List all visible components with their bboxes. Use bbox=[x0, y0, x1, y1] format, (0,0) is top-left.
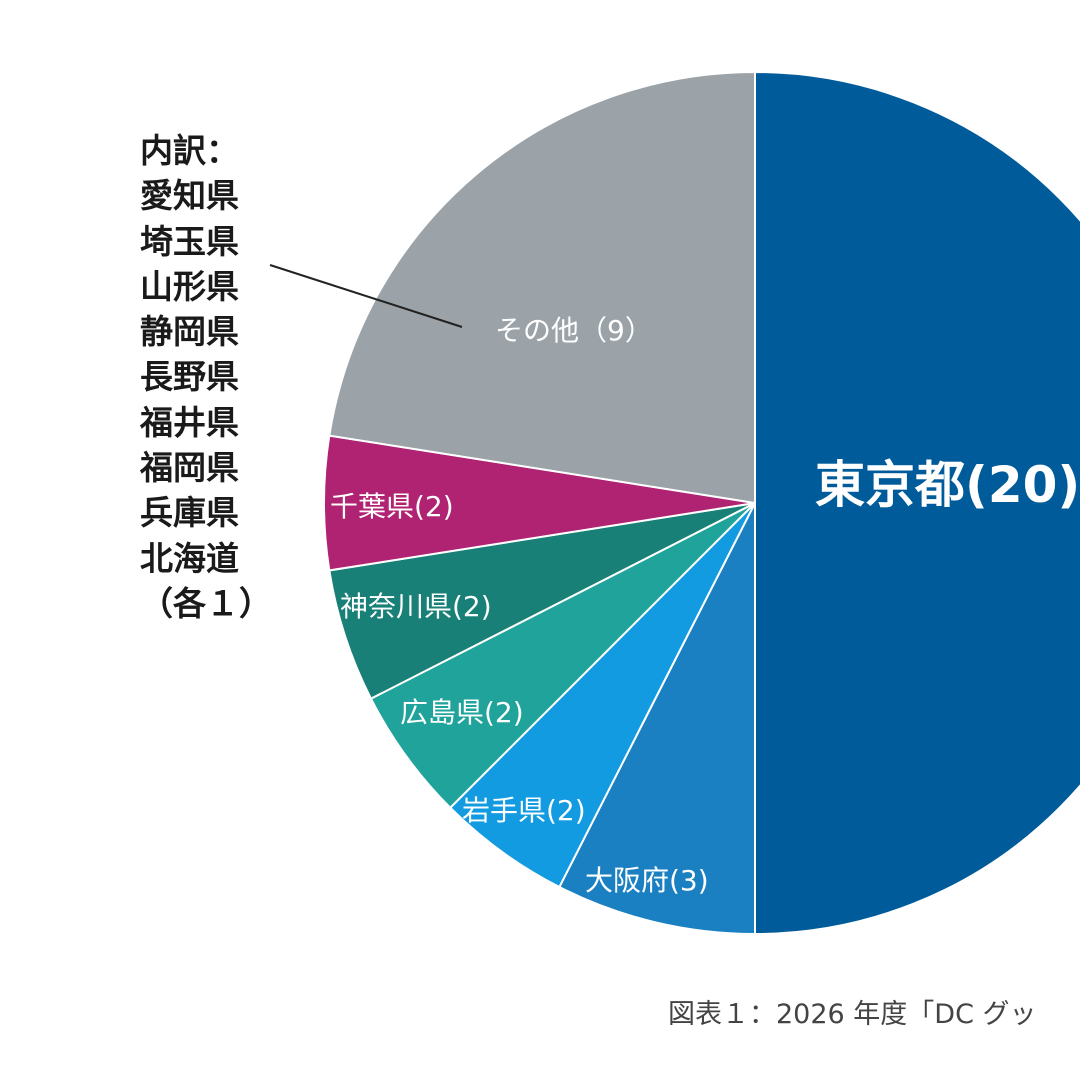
slice-label: 大阪府(3) bbox=[585, 864, 709, 897]
breakdown-item: 愛知県 bbox=[140, 176, 239, 216]
breakdown-note: （各１） bbox=[140, 583, 272, 623]
leader-line bbox=[269, 264, 463, 328]
breakdown-item: 静岡県 bbox=[140, 312, 239, 352]
breakdown-item: 山形県 bbox=[140, 266, 239, 306]
slice-label: その他（9） bbox=[495, 314, 653, 347]
breakdown-item: 埼玉県 bbox=[140, 221, 239, 261]
breakdown-item: 福井県 bbox=[140, 402, 239, 442]
pie-slice bbox=[557, 502, 756, 936]
breakdown-title: 内訳： bbox=[140, 131, 239, 170]
pie-slice bbox=[328, 70, 756, 505]
slice-label: 千葉県(2) bbox=[330, 490, 454, 523]
slice-label: 神奈川県(2) bbox=[340, 590, 492, 623]
slice-label: 広島県(2) bbox=[400, 696, 524, 729]
breakdown-item: 福岡県 bbox=[140, 448, 239, 488]
breakdown-item: 長野県 bbox=[140, 357, 239, 397]
slice-label: 東京都(20) bbox=[815, 456, 1080, 514]
figure-caption: 図表１：2026 年度「DC グッ bbox=[668, 999, 1037, 1030]
breakdown-list: 内訳： 愛知県 埼玉県 山形県 静岡県 長野県 福井県 福岡県 兵庫県 北海道 … bbox=[140, 128, 272, 626]
slice-label: 岩手県(2) bbox=[462, 794, 586, 827]
breakdown-item: 北海道 bbox=[140, 538, 239, 578]
pie-slice bbox=[754, 70, 1080, 936]
breakdown-item: 兵庫県 bbox=[140, 493, 239, 533]
